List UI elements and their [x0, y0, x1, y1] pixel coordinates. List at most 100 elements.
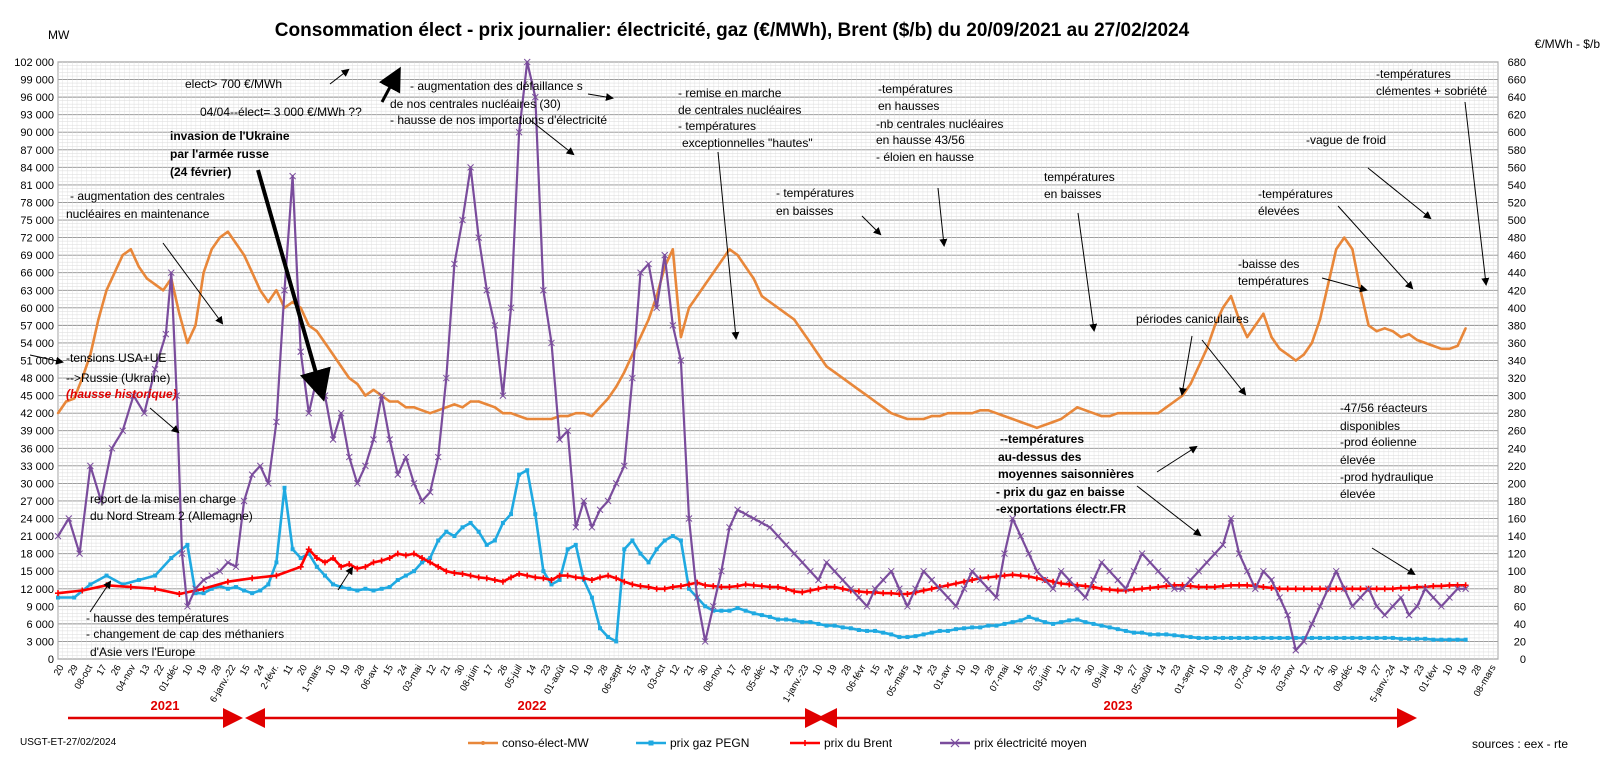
data-point	[890, 411, 893, 415]
data-point	[178, 312, 181, 315]
data-point	[315, 330, 319, 333]
x-tick-label: 16	[1255, 663, 1270, 678]
x-tick-label: 19	[968, 663, 983, 678]
data-point	[1350, 635, 1355, 640]
data-point	[354, 565, 361, 572]
data-point	[1335, 248, 1338, 251]
data-point	[1292, 646, 1300, 654]
data-point	[744, 265, 747, 269]
data-point	[394, 471, 402, 478]
data-point	[1140, 630, 1145, 635]
data-point	[210, 248, 213, 251]
y-tick-left-label: 30 000	[20, 478, 54, 490]
data-point	[1390, 635, 1395, 640]
data-point	[136, 577, 141, 582]
data-point	[1391, 330, 1395, 333]
annotation-text: - températures	[776, 186, 854, 200]
data-point	[612, 480, 620, 487]
data-point	[378, 392, 385, 399]
data-point	[881, 630, 886, 635]
data-point	[1326, 635, 1331, 640]
data-point	[403, 573, 408, 578]
y-tick-left-label: 18 000	[20, 549, 54, 561]
data-point	[863, 602, 871, 610]
data-point	[1351, 248, 1354, 251]
data-point	[1034, 617, 1039, 622]
data-point	[1268, 576, 1275, 584]
data-point	[1195, 567, 1203, 575]
series-2	[55, 546, 1469, 598]
data-point	[410, 480, 418, 487]
y-tick-right-label: 360	[1508, 338, 1526, 350]
data-point	[1359, 289, 1362, 292]
annotation-text: en baisses	[1044, 187, 1101, 201]
data-point	[548, 339, 555, 347]
data-point	[348, 376, 351, 380]
x-tick-label: 19	[195, 663, 210, 678]
data-point	[631, 353, 634, 356]
x-tick-label: 14	[524, 663, 539, 678]
annotation-text: -baisse des	[1238, 257, 1299, 271]
annotation-arrow	[1136, 485, 1202, 537]
x-tick-label: 28	[839, 663, 854, 678]
data-point	[475, 234, 483, 241]
data-point	[1076, 406, 1079, 409]
data-point	[1001, 572, 1008, 579]
data-point	[1114, 576, 1122, 584]
data-point	[298, 556, 303, 561]
data-point	[1413, 602, 1421, 610]
data-point	[337, 409, 345, 417]
data-point	[662, 538, 667, 543]
data-point	[1292, 585, 1299, 592]
data-point	[1002, 621, 1007, 626]
data-point	[217, 584, 222, 589]
legend-label: conso-élect-MW	[502, 736, 589, 750]
data-point	[1254, 324, 1257, 327]
data-point	[1342, 635, 1347, 640]
data-point	[856, 628, 861, 633]
annotation-text: - éloien en hausse	[876, 150, 974, 164]
data-point	[476, 529, 481, 534]
y-ticks-left: 0 3 000 6 000 9 000 12 000 15 000 18 000 21 000…	[14, 57, 54, 666]
data-point	[589, 595, 594, 600]
y-tick-right-label: 560	[1508, 162, 1526, 174]
data-point	[905, 635, 910, 640]
data-point	[718, 567, 725, 575]
data-point	[1082, 594, 1089, 601]
y-tick-left-label: 63 000	[20, 285, 54, 297]
annotation-text: moyennes saisonnières	[998, 467, 1134, 481]
data-point	[97, 497, 105, 505]
data-point	[1235, 550, 1243, 558]
data-point	[1073, 585, 1081, 593]
data-point	[1318, 318, 1322, 321]
data-point	[88, 582, 93, 587]
x-tick-label: 10	[811, 663, 826, 678]
data-point	[1188, 635, 1193, 640]
data-point	[322, 573, 327, 578]
data-point	[1155, 584, 1162, 591]
data-point	[387, 585, 392, 590]
data-point	[1187, 576, 1194, 584]
data-point	[994, 623, 999, 628]
data-point	[297, 563, 304, 570]
x-tick-label: 21	[1312, 663, 1327, 678]
data-point	[459, 216, 466, 224]
data-point	[461, 406, 464, 409]
data-point	[815, 576, 822, 584]
data-point	[347, 586, 352, 591]
x-tick-label: 18	[1355, 663, 1370, 678]
x-tick-label: 18	[1111, 663, 1126, 678]
data-point	[979, 409, 982, 412]
y-tick-right-label: 20	[1514, 636, 1526, 648]
data-point	[1414, 584, 1421, 591]
x-tick-label: 21	[438, 663, 453, 678]
annotation-text: - hausse de nos importations d'électrici…	[390, 113, 607, 127]
data-point	[1245, 635, 1250, 640]
data-point	[1172, 633, 1177, 638]
data-point	[1423, 636, 1428, 641]
data-point	[1205, 347, 1208, 350]
x-tick-label: 23	[1412, 663, 1427, 678]
data-point	[1084, 409, 1087, 412]
data-point	[176, 591, 183, 598]
